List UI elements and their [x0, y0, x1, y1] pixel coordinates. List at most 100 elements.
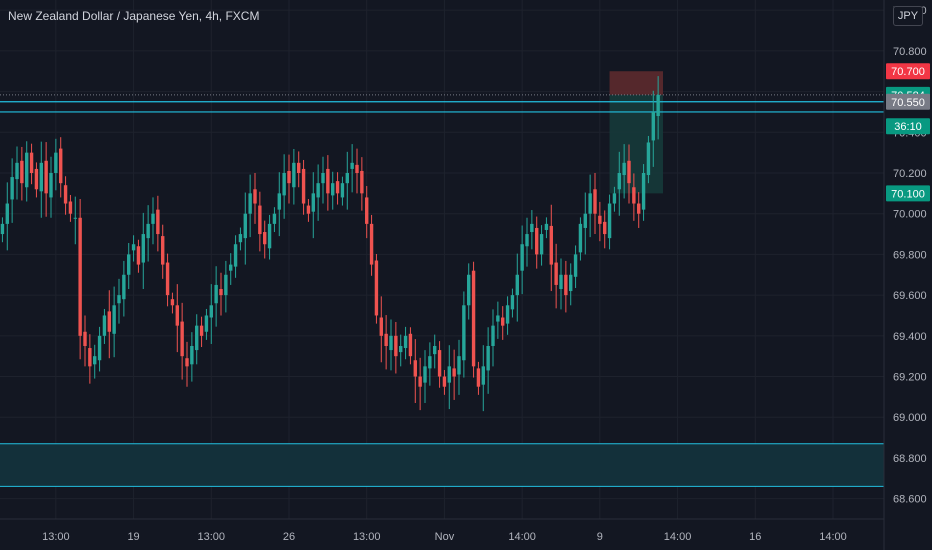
candle-body — [544, 223, 549, 230]
candle-body — [510, 295, 515, 310]
candle-body — [10, 177, 14, 200]
candle-body — [122, 274, 126, 300]
candle-body — [112, 305, 116, 334]
candle-body — [204, 315, 209, 332]
candle-body — [146, 223, 150, 239]
candle-body — [360, 170, 364, 194]
price-tick-label: 69.000 — [893, 412, 927, 424]
candle-body — [195, 325, 199, 351]
candle-body — [442, 376, 447, 387]
candle-body — [102, 315, 107, 336]
price-axis[interactable]: 71.00070.80070.60070.40070.20070.00069.8… — [883, 0, 927, 550]
candle-body — [452, 368, 456, 377]
price-label-box — [886, 118, 930, 135]
candle-body — [607, 203, 612, 239]
candle-body — [554, 262, 558, 285]
candle-body — [428, 356, 432, 369]
candle-body — [573, 254, 578, 277]
candle-body — [408, 333, 413, 357]
candle-body — [253, 189, 257, 204]
price-label-box — [886, 63, 930, 80]
candle-body — [88, 348, 92, 367]
candle-body — [583, 213, 587, 228]
price-tick-label: 70.200 — [893, 168, 927, 180]
candle-body — [345, 173, 349, 184]
candle-body — [471, 270, 476, 367]
candle-body — [564, 274, 568, 296]
candle-body — [539, 234, 544, 255]
candle-body — [646, 142, 651, 176]
candle-body — [267, 223, 272, 249]
price-tick-label: 69.400 — [893, 331, 927, 343]
candle-body — [476, 368, 481, 387]
line-layer — [0, 94, 884, 113]
candle-body — [413, 360, 417, 377]
candle-body — [233, 244, 238, 267]
candle-body — [54, 152, 58, 173]
candle-body — [263, 232, 267, 245]
candle-body — [25, 152, 29, 188]
candle-body — [622, 162, 626, 176]
candle-body — [515, 274, 519, 296]
grid-layer — [0, 0, 884, 519]
candle-body — [627, 160, 631, 184]
candle-body — [297, 162, 301, 173]
candle-body — [49, 173, 53, 198]
time-tick-label: 9 — [597, 531, 603, 543]
candle-body — [651, 111, 655, 141]
candle-body — [462, 305, 466, 361]
candle-body — [612, 193, 617, 204]
candle-body — [365, 197, 369, 224]
candle-body — [20, 160, 24, 184]
candle-body — [316, 183, 320, 198]
candle-body — [301, 168, 306, 204]
price-tick-label: 70.000 — [893, 209, 927, 221]
time-tick-label: 14:00 — [508, 531, 536, 543]
time-tick-label: 14:00 — [664, 531, 692, 543]
candle-body — [165, 262, 170, 296]
price-label-value: 70.550 — [891, 97, 925, 109]
time-tick-label: 16 — [749, 531, 761, 543]
candle-body — [656, 94, 660, 117]
candle-body — [68, 201, 73, 214]
time-tick-label: 13:00 — [42, 531, 70, 543]
candle-body — [161, 236, 165, 265]
currency-badge[interactable]: JPY — [893, 6, 923, 26]
candle-body — [73, 217, 77, 219]
candle-body — [437, 350, 442, 377]
candle-body — [569, 274, 573, 292]
candle-body — [384, 333, 388, 346]
candle-body — [433, 346, 437, 355]
candle-layer — [0, 76, 660, 412]
candle-body — [59, 148, 63, 184]
time-tick-label: 14:00 — [819, 531, 847, 543]
candle-body — [535, 227, 539, 255]
candle-body — [248, 193, 252, 214]
candle-body — [63, 185, 68, 204]
demand-zone — [0, 443, 884, 487]
time-tick-label: 13:00 — [353, 531, 381, 543]
price-label-value: 70.700 — [891, 66, 925, 78]
candle-body — [321, 173, 325, 184]
candle-body — [637, 203, 641, 214]
candle-body — [199, 325, 204, 336]
candle-body — [209, 305, 213, 318]
candle-body — [5, 203, 9, 224]
candle-body — [350, 162, 354, 169]
candle-body — [131, 244, 136, 251]
time-axis[interactable]: 13:00 19 13:00 26 13:00 Nov 14:00 9 14:00 16 14:00 — [0, 518, 884, 543]
candle-body — [97, 335, 102, 361]
candle-body — [287, 170, 291, 184]
candle-body — [180, 321, 184, 357]
candle-body — [238, 234, 243, 243]
candle-body — [486, 346, 490, 371]
price-tick-label: 69.800 — [893, 249, 927, 261]
candle-body — [335, 181, 340, 194]
candle-body — [326, 168, 330, 194]
candle-body — [272, 213, 277, 224]
price-tick-label: 69.600 — [893, 290, 927, 302]
price-label-box — [886, 185, 930, 202]
time-tick-label: 13:00 — [198, 531, 226, 543]
